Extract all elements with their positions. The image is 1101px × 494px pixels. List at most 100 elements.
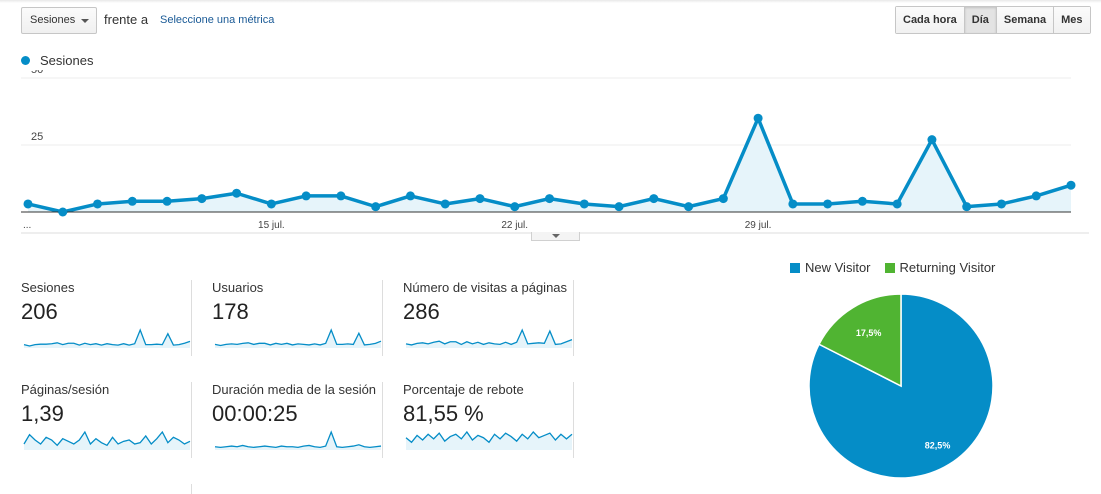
metric-tile[interactable]: Duración media de la sesión 00:00:25 xyxy=(212,382,383,458)
sparkline-line xyxy=(405,328,573,346)
data-point[interactable] xyxy=(649,194,659,204)
metric-tile[interactable]: Porcentaje de rebote 81,55 % xyxy=(403,382,574,458)
data-point[interactable] xyxy=(510,202,520,212)
tile-value: 81,55 % xyxy=(403,401,484,426)
sparkline-line xyxy=(214,328,382,347)
data-point[interactable] xyxy=(93,199,103,209)
data-point[interactable] xyxy=(232,188,242,198)
data-point[interactable] xyxy=(197,194,207,204)
x-tick-label: ... xyxy=(23,220,31,231)
granularity-month-button[interactable]: Mes xyxy=(1053,7,1090,33)
sparkline-line xyxy=(405,430,573,444)
tile-value: 286 xyxy=(403,299,440,324)
x-tick-label: 29 jul. xyxy=(745,220,772,231)
chevron-down-icon xyxy=(552,234,560,238)
data-point[interactable] xyxy=(475,194,485,204)
data-point[interactable] xyxy=(788,199,798,209)
granularity-hourly-button[interactable]: Cada hora xyxy=(896,7,964,33)
tile-value: 178 xyxy=(212,299,249,324)
legend-label: Sesiones xyxy=(40,53,94,68)
tile-value: 206 xyxy=(21,299,58,324)
data-point[interactable] xyxy=(823,199,833,209)
data-point[interactable] xyxy=(162,196,172,206)
data-point[interactable] xyxy=(266,199,276,209)
legend-dot-icon xyxy=(21,56,30,65)
sparkline-line xyxy=(23,328,191,347)
metric-tile[interactable]: Sesiones 206 xyxy=(21,280,192,356)
tile-value: 00:00:25 xyxy=(212,401,298,426)
metric-select-label: Sesiones xyxy=(30,14,76,26)
y-tick-label: 50 xyxy=(31,70,43,76)
sparkline-line xyxy=(23,430,191,447)
tile-label: Duración media de la sesión xyxy=(212,382,377,397)
granularity-day-button[interactable]: Día xyxy=(963,7,996,33)
tile-value: 1,39 xyxy=(21,401,64,426)
sparkline-line xyxy=(214,430,382,449)
pie-legend-new[interactable]: New Visitor xyxy=(790,260,871,275)
data-point[interactable] xyxy=(857,196,867,206)
data-point[interactable] xyxy=(614,202,624,212)
sparkline-area xyxy=(24,432,190,450)
data-point[interactable] xyxy=(545,194,554,204)
data-point[interactable] xyxy=(1066,180,1076,190)
sparkline-area xyxy=(215,432,381,450)
sparkline xyxy=(23,328,191,348)
granularity-week-button[interactable]: Semana xyxy=(995,7,1054,33)
pie-slice-label: 17,5% xyxy=(856,328,882,338)
data-point[interactable] xyxy=(58,207,68,217)
chevron-down-icon xyxy=(81,19,89,23)
pie-slice-label: 82,5% xyxy=(925,441,951,451)
sparkline-area xyxy=(406,432,572,450)
data-point[interactable] xyxy=(371,202,381,212)
data-point[interactable] xyxy=(1031,191,1041,201)
sparkline xyxy=(214,328,382,348)
tile-label: Usuarios xyxy=(212,280,264,295)
tile-label: Número de visitas a páginas xyxy=(403,280,568,295)
sparkline xyxy=(214,430,382,450)
data-point[interactable] xyxy=(301,191,311,201)
metric-tile[interactable]: Páginas/sesión 1,39 xyxy=(21,382,192,458)
data-point[interactable] xyxy=(440,199,450,209)
pie-legend-label: New Visitor xyxy=(805,260,871,275)
metric-tile[interactable]: Número de visitas a páginas 286 xyxy=(403,280,574,356)
tile-partial xyxy=(21,484,192,494)
sparkline xyxy=(405,328,573,348)
data-point[interactable] xyxy=(336,191,346,201)
sparkline xyxy=(405,430,573,450)
data-point[interactable] xyxy=(996,199,1006,209)
tile-label: Páginas/sesión xyxy=(21,382,110,397)
sparkline xyxy=(23,430,191,450)
y-tick-label: 25 xyxy=(31,131,43,143)
x-tick-label: 15 jul. xyxy=(258,220,285,231)
x-tick-label: 22 jul. xyxy=(501,220,528,231)
pie-slice[interactable] xyxy=(818,293,902,388)
data-point[interactable] xyxy=(753,113,763,123)
metric-select[interactable]: Sesiones xyxy=(21,7,97,34)
data-point[interactable] xyxy=(405,191,415,201)
sparkline-area xyxy=(406,330,572,348)
pie-legend-returning[interactable]: Returning Visitor xyxy=(884,260,996,275)
pie-legend-label: Returning Visitor xyxy=(899,260,996,275)
granularity-toggle: Cada hora Día Semana Mes xyxy=(895,6,1091,34)
chart-legend: Sesiones xyxy=(21,53,93,68)
legend-square-icon xyxy=(790,262,800,273)
legend-square-icon xyxy=(884,262,895,273)
data-point[interactable] xyxy=(579,199,589,209)
sessions-line-chart: 25 50... 15 jul. 22 jul. 29 jul. xyxy=(21,70,1089,234)
pie-legend: New Visitor Returning Visitor xyxy=(790,260,1009,275)
data-point[interactable] xyxy=(127,196,137,206)
data-point[interactable] xyxy=(892,199,902,209)
select-metric-link[interactable]: Seleccione una métrica xyxy=(160,14,275,26)
sparkline-area xyxy=(24,330,190,348)
top-shadow xyxy=(0,0,1101,3)
visitor-pie-chart: 82,5% 17,5% xyxy=(808,293,994,479)
data-point[interactable] xyxy=(927,135,937,145)
data-point[interactable] xyxy=(962,202,972,212)
metric-tile[interactable]: Usuarios 178 xyxy=(212,280,383,356)
data-point[interactable] xyxy=(684,202,694,212)
collapse-chart-handle[interactable] xyxy=(531,232,580,241)
data-point[interactable] xyxy=(23,199,33,209)
tile-label: Sesiones xyxy=(21,280,75,295)
versus-label: frente a xyxy=(104,12,149,27)
data-point[interactable] xyxy=(718,194,728,204)
